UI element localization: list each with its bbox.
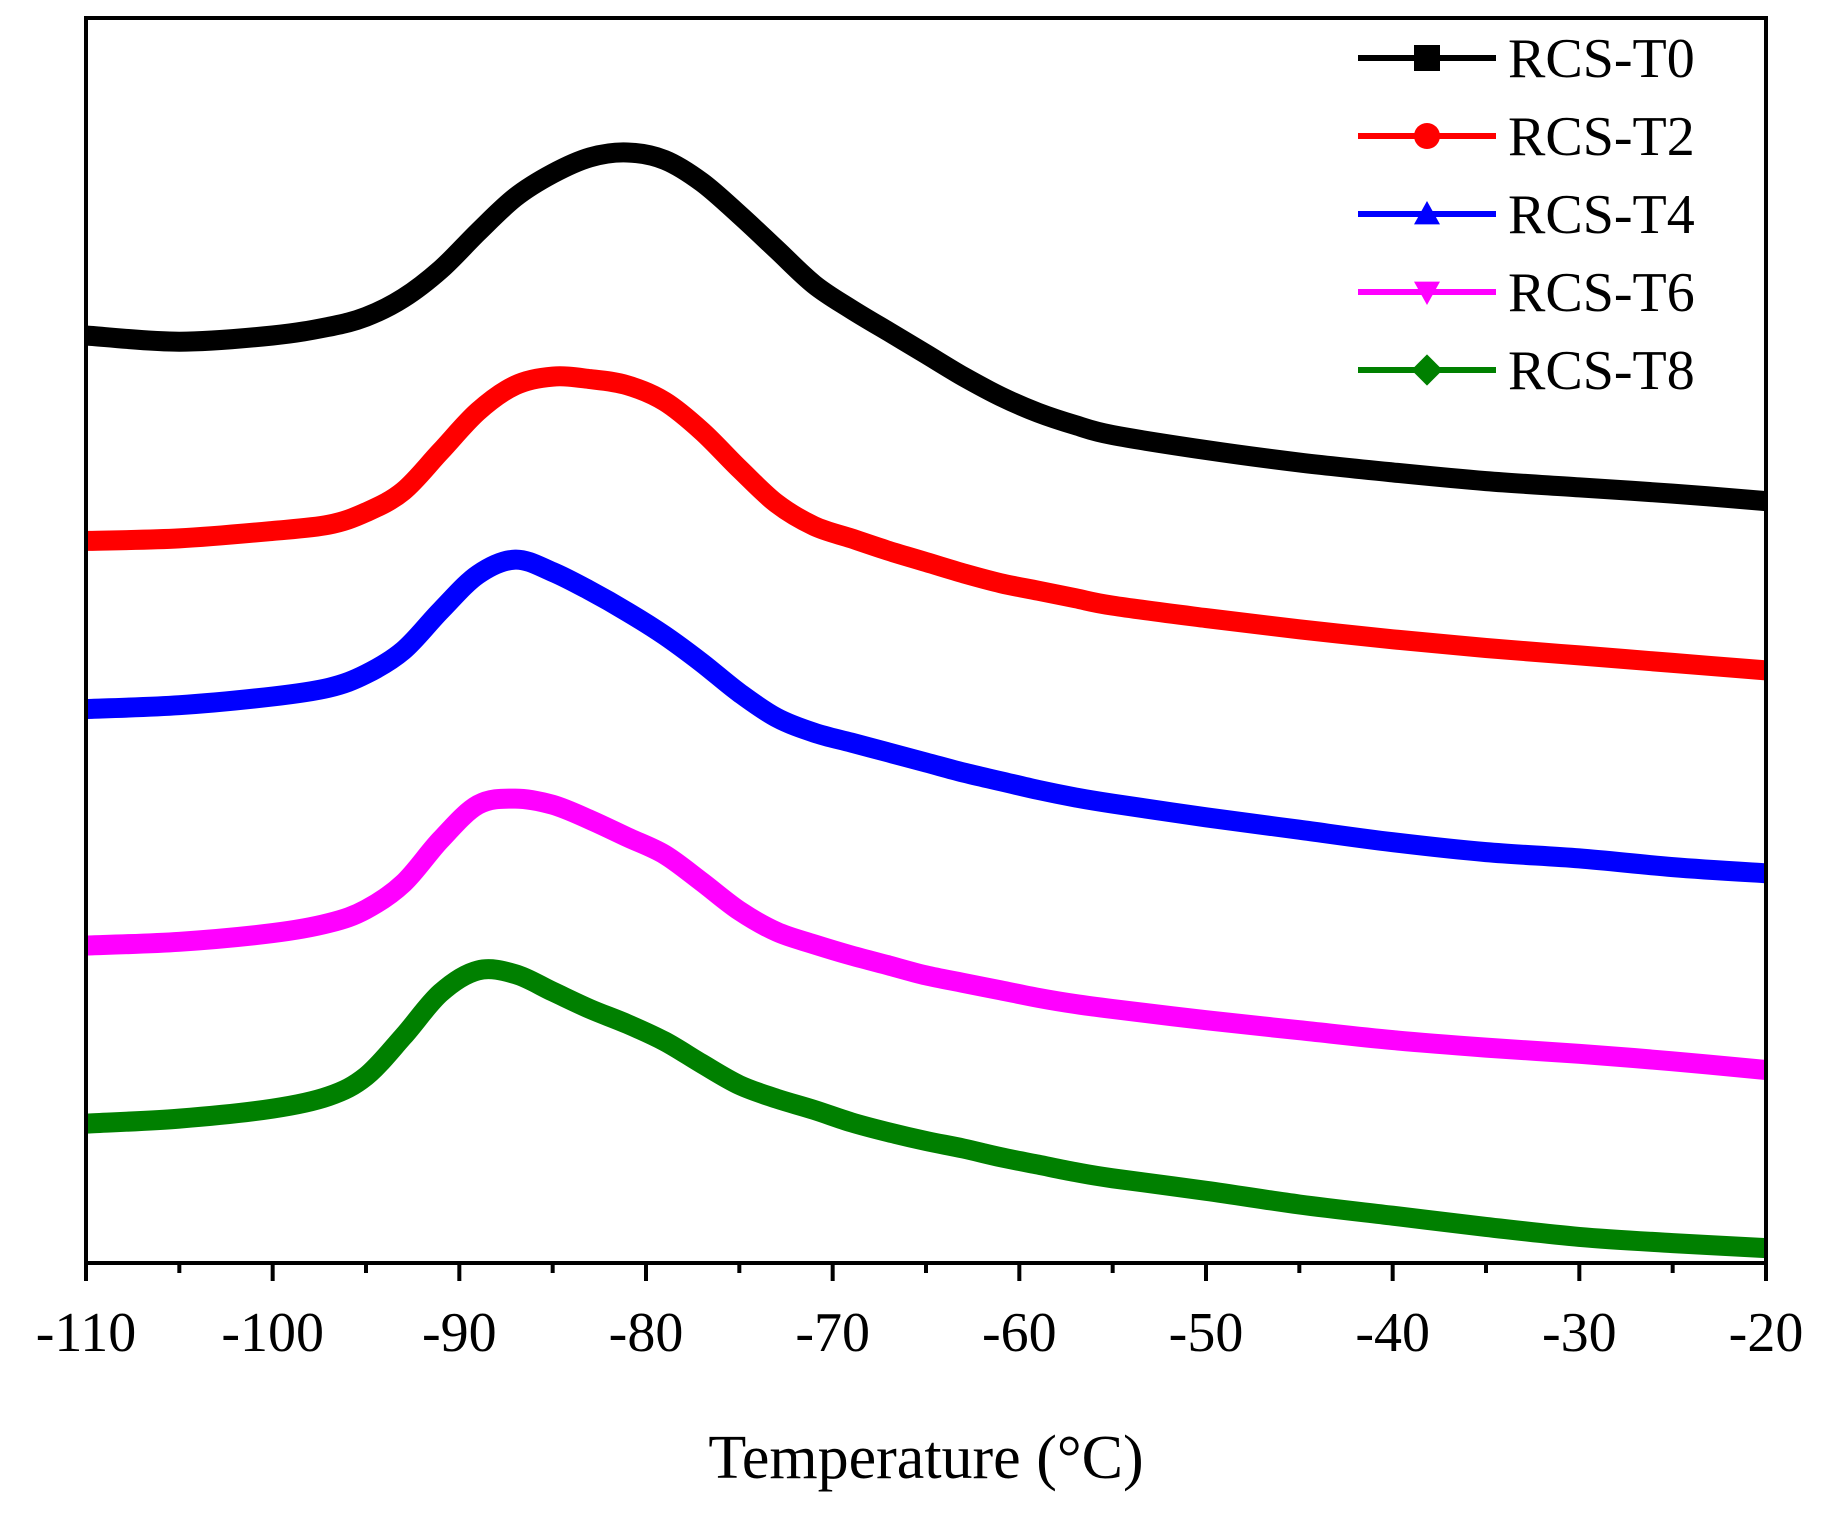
x-tick-label: -110 — [36, 1302, 137, 1364]
x-tick-label: -90 — [422, 1302, 497, 1364]
legend-item-rcs-t6: RCS-T6 — [1358, 262, 1695, 324]
series-layer — [85, 142, 1767, 1259]
legend-label-rcs-t6: RCS-T6 — [1508, 262, 1695, 324]
legend-marker-rcs-t8 — [1411, 354, 1443, 386]
x-tick-label: -100 — [221, 1302, 324, 1364]
x-axis-ticks: -110 -100 -90 -80 -70 -60 -50 -40 -30 -20 — [36, 1263, 1804, 1364]
series-line-rcs-t0 — [85, 142, 1767, 512]
series-line-rcs-t2 — [85, 366, 1767, 681]
legend-item-rcs-t2: RCS-T2 — [1358, 106, 1695, 168]
legend-item-rcs-t0: RCS-T0 — [1358, 28, 1695, 90]
x-tick-label: -20 — [1729, 1302, 1804, 1364]
x-axis-title: Temperature (°C) — [708, 1424, 1143, 1492]
series-line-rcs-t6 — [85, 788, 1767, 1080]
x-tick-label: -50 — [1169, 1302, 1244, 1364]
x-tick-label: -70 — [795, 1302, 870, 1364]
legend-label-rcs-t8: RCS-T8 — [1508, 340, 1695, 402]
x-tick-label: -30 — [1542, 1302, 1617, 1364]
legend-label-rcs-t4: RCS-T4 — [1508, 184, 1695, 246]
x-tick-label: -80 — [609, 1302, 684, 1364]
legend: RCS-T0 RCS-T2 RCS-T4 RCS-T6 RCS-T8 — [1358, 28, 1695, 402]
legend-item-rcs-t8: RCS-T8 — [1358, 340, 1695, 402]
legend-label-rcs-t0: RCS-T0 — [1508, 28, 1695, 90]
legend-label-rcs-t2: RCS-T2 — [1508, 106, 1695, 168]
x-tick-label: -40 — [1355, 1302, 1430, 1364]
series-line-rcs-t4 — [85, 549, 1767, 884]
x-tick-label: -60 — [982, 1302, 1057, 1364]
legend-marker-rcs-t6 — [1414, 281, 1440, 305]
legend-item-rcs-t4: RCS-T4 — [1358, 184, 1695, 246]
legend-marker-rcs-t4 — [1414, 201, 1440, 225]
legend-marker-rcs-t2 — [1414, 123, 1440, 149]
legend-marker-rcs-t0 — [1414, 45, 1440, 71]
series-line-rcs-t8 — [85, 959, 1767, 1259]
